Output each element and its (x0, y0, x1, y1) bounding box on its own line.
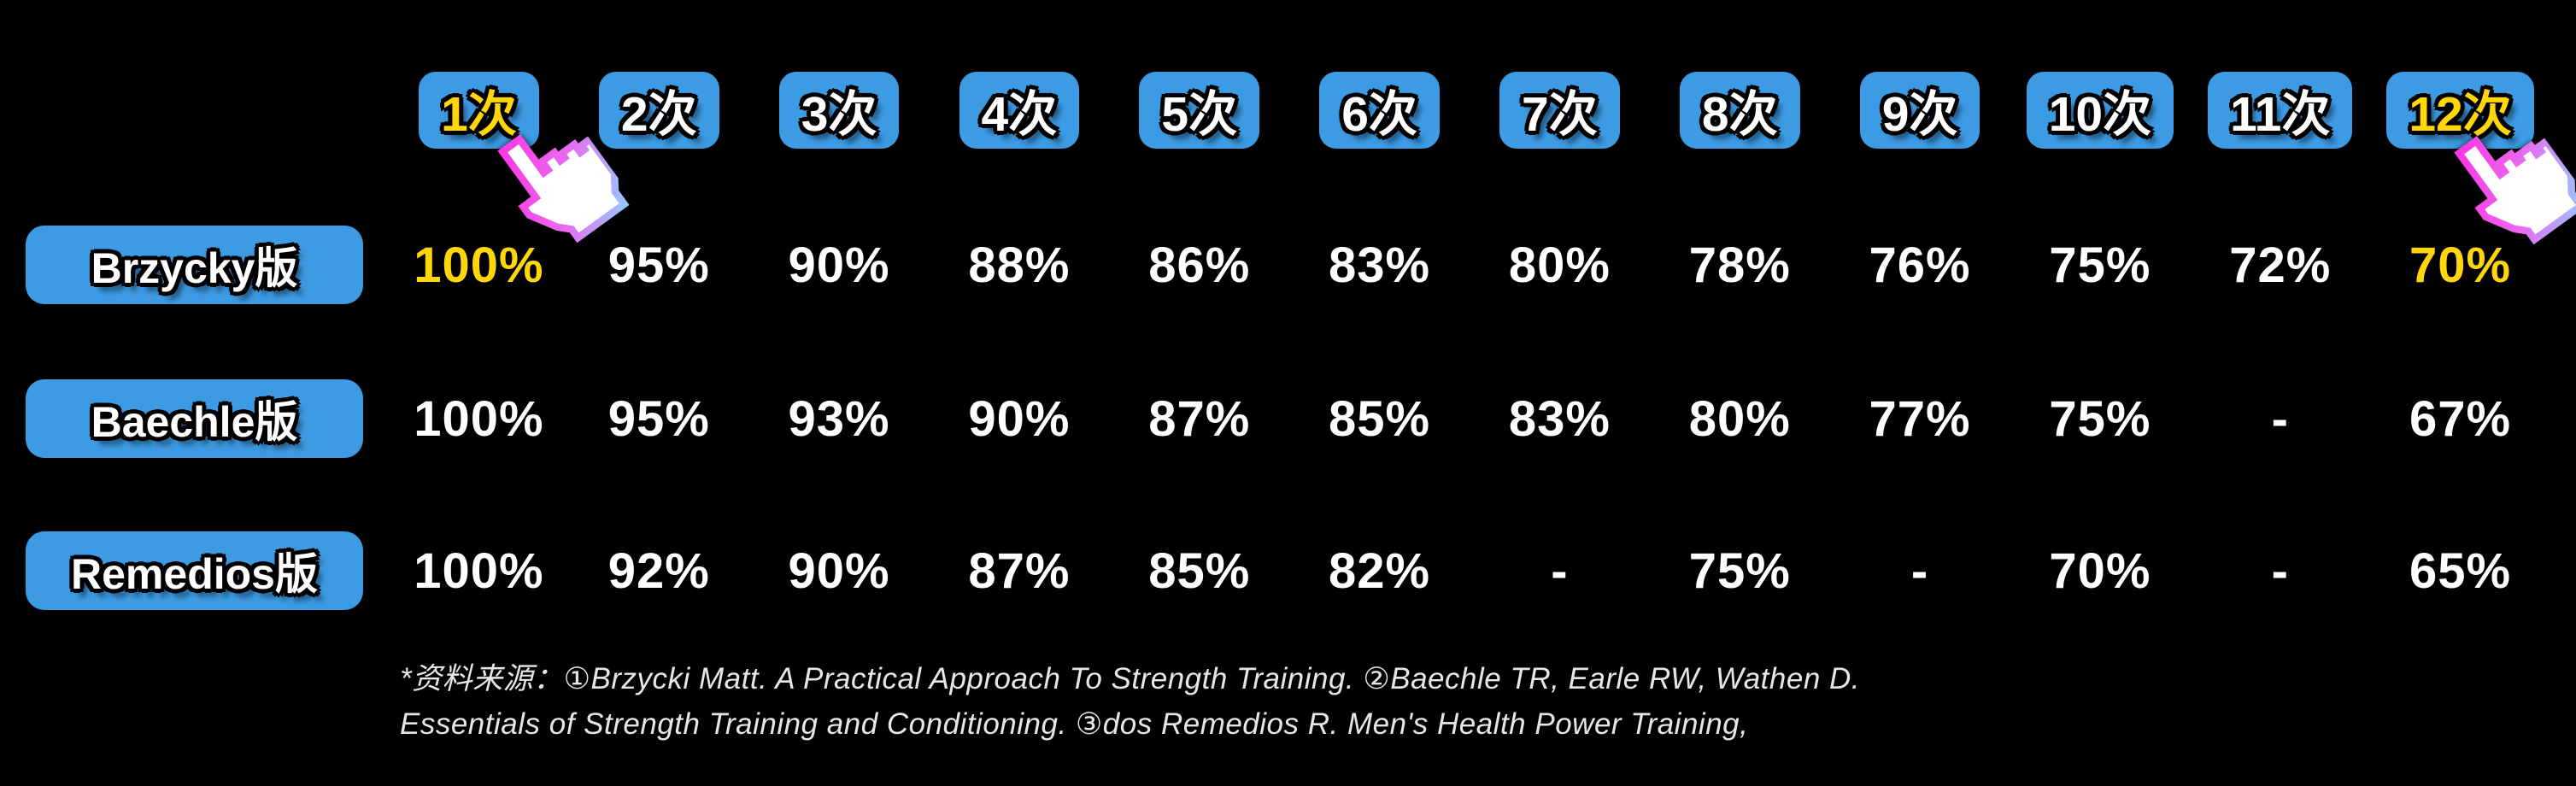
table-row-baechle: Baechle版 100% 95% 93% 90% 87% 85% 83% 80… (0, 379, 2576, 458)
table-cell: 95% (607, 237, 710, 293)
table-cell: - (1551, 543, 1569, 599)
table-cell: 95% (607, 390, 710, 447)
table-cell: 90% (788, 237, 890, 293)
rep-count-button-2[interactable]: 2次 (598, 72, 719, 149)
table-cell: 70% (2409, 237, 2512, 293)
table-cell: - (2271, 543, 2289, 599)
rep-count-button-11[interactable]: 11次 (2208, 72, 2353, 149)
rep-count-button-5[interactable]: 5次 (1139, 72, 1260, 149)
row-label-brzycky[interactable]: Brzycky版 (26, 226, 363, 304)
table-cell: 67% (2409, 390, 2512, 447)
table-cell: 77% (1869, 390, 1971, 447)
rep-count-button-6[interactable]: 6次 (1319, 72, 1440, 149)
table-row-brzycky: Brzycky版 100% 95% 90% 88% 86% 83% 80% 78… (0, 226, 2576, 304)
table-cell: 75% (2049, 390, 2151, 447)
rep-count-button-1[interactable]: 1次 (419, 72, 539, 149)
table-cell: 78% (1688, 237, 1791, 293)
row-label-baechle[interactable]: Baechle版 (26, 379, 363, 458)
hand-pointer-cursor (2454, 136, 2576, 245)
table-cell: 88% (968, 237, 1071, 293)
row-label-remedios[interactable]: Remedios版 (26, 531, 363, 610)
table-cell: 85% (1148, 543, 1251, 599)
hand-pointer-cursor (497, 134, 630, 243)
source-note: *资料来源：①Brzycki Matt. A Practical Approac… (400, 656, 1860, 747)
table-cell: - (1910, 543, 1929, 599)
table-cell: 100% (414, 543, 544, 599)
source-note-line-1: *资料来源：①Brzycki Matt. A Practical Approac… (400, 662, 1861, 695)
rep-count-button-7[interactable]: 7次 (1499, 72, 1620, 149)
table-cell: 87% (968, 543, 1071, 599)
table-cell: - (2271, 390, 2289, 447)
table-cell: 82% (1329, 543, 1431, 599)
table-cell: 90% (788, 543, 890, 599)
table-cell: 100% (414, 390, 544, 447)
table-cell: 72% (2229, 237, 2332, 293)
table-cell: 86% (1148, 237, 1251, 293)
table-cell: 75% (1688, 543, 1791, 599)
table-cell: 100% (414, 237, 544, 293)
table-cell: 93% (788, 390, 890, 447)
rep-count-button-4[interactable]: 4次 (959, 72, 1080, 149)
table-cell: 87% (1148, 390, 1251, 447)
table-cell: 70% (2049, 543, 2151, 599)
table-cell: 83% (1329, 237, 1431, 293)
table-cell: 92% (607, 543, 710, 599)
table-cell: 90% (968, 390, 1071, 447)
header-spacer (26, 71, 389, 150)
table-cell: 75% (2049, 237, 2151, 293)
header-row: 1次 2次 3次 4次 5次 6次 7次 8次 9次 10次 11次 12次 (0, 71, 2576, 150)
rep-count-button-10[interactable]: 10次 (2026, 72, 2174, 149)
table-cell: 85% (1329, 390, 1431, 447)
rep-count-button-12[interactable]: 12次 (2386, 72, 2534, 149)
table-cell: 83% (1508, 390, 1611, 447)
table-cell: 80% (1508, 237, 1611, 293)
table-cell: 65% (2409, 543, 2512, 599)
table-row-remedios: Remedios版 100% 92% 90% 87% 85% 82% - 75%… (0, 531, 2576, 610)
source-note-line-2: Essentials of Strength Training and Cond… (400, 707, 1749, 741)
table-cell: 76% (1869, 237, 1971, 293)
rep-count-button-3[interactable]: 3次 (778, 72, 900, 149)
table-cell: 80% (1688, 390, 1791, 447)
rep-count-button-8[interactable]: 8次 (1679, 72, 1800, 149)
rep-count-button-9[interactable]: 9次 (1859, 72, 1980, 149)
